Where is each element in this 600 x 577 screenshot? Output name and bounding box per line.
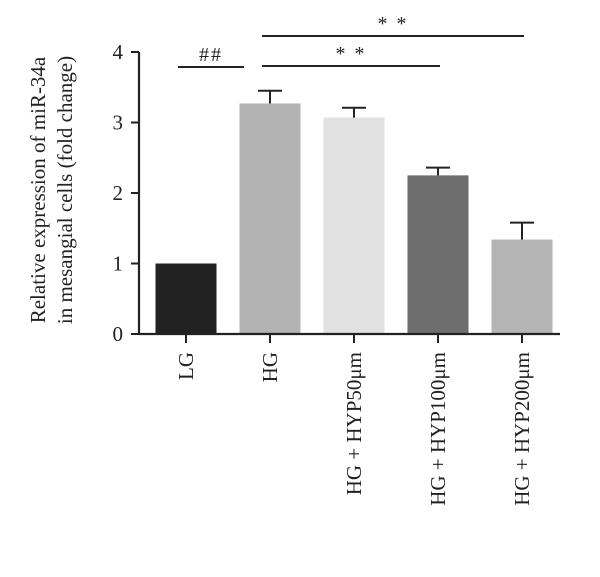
bar-2: [239, 103, 301, 334]
y-tick-label: 4: [113, 40, 124, 64]
bar-4: [407, 175, 469, 334]
x-tick-label: HG: [258, 352, 282, 382]
x-tick-label: HG + HYP50μm: [342, 352, 366, 495]
x-axis: LG HG HG + HYP50μm HG + HYP100μm HG + HYP200…: [139, 332, 560, 506]
y-tick-label: 3: [113, 111, 124, 135]
significance-label: * *: [336, 43, 367, 65]
bar-5: [491, 239, 553, 334]
y-tick-label: 0: [113, 322, 124, 346]
x-tick-label: LG: [174, 352, 198, 380]
y-tick-label: 2: [113, 181, 124, 205]
y-axis-title-line1: Relative expression of miR-34a: [26, 56, 50, 323]
significance-label: ##: [199, 44, 223, 66]
bar-1: [155, 263, 217, 334]
significance-label: * *: [378, 13, 409, 35]
y-axis: 0 1 2 3 4: [113, 40, 141, 346]
y-axis-title-line2: in mesangial cells (fold change): [53, 56, 77, 324]
error-bars: [258, 89, 534, 240]
bar-3: [323, 117, 385, 334]
bars: [155, 103, 553, 334]
significance-annotations: ## * * * *: [178, 13, 524, 68]
x-tick-label: HG + HYP200μm: [510, 352, 534, 506]
y-tick-label: 1: [113, 252, 124, 276]
y-axis-title: Relative expression of miR-34a in mesang…: [26, 56, 77, 324]
x-tick-label: HG + HYP100μm: [426, 352, 450, 506]
